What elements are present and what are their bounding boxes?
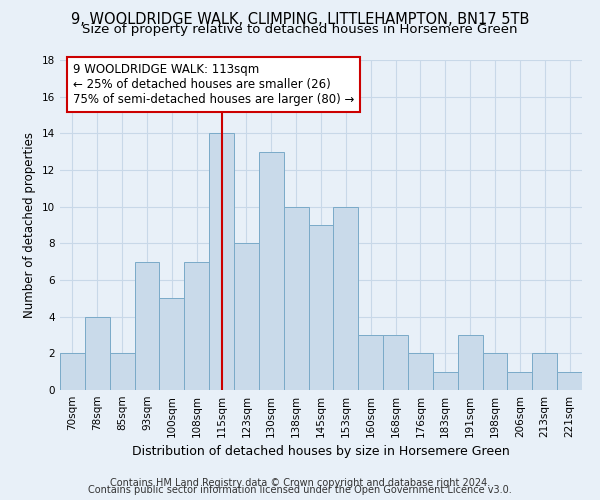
Bar [334, 206, 358, 390]
X-axis label: Distribution of detached houses by size in Horsemere Green: Distribution of detached houses by size … [132, 446, 510, 458]
Bar [85, 316, 110, 390]
Bar [458, 335, 482, 390]
Bar [557, 372, 582, 390]
Bar [160, 298, 184, 390]
Text: Contains HM Land Registry data © Crown copyright and database right 2024.: Contains HM Land Registry data © Crown c… [110, 478, 490, 488]
Bar [532, 354, 557, 390]
Bar [383, 335, 408, 390]
Bar [209, 134, 234, 390]
Text: 9 WOOLDRIDGE WALK: 113sqm
← 25% of detached houses are smaller (26)
75% of semi-: 9 WOOLDRIDGE WALK: 113sqm ← 25% of detac… [73, 62, 354, 106]
Text: Size of property relative to detached houses in Horsemere Green: Size of property relative to detached ho… [82, 22, 518, 36]
Bar [184, 262, 209, 390]
Bar [308, 225, 334, 390]
Bar [284, 206, 308, 390]
Bar [234, 244, 259, 390]
Bar [433, 372, 458, 390]
Bar [110, 354, 134, 390]
Bar [408, 354, 433, 390]
Bar [508, 372, 532, 390]
Bar [134, 262, 160, 390]
Bar [358, 335, 383, 390]
Y-axis label: Number of detached properties: Number of detached properties [23, 132, 37, 318]
Text: 9, WOOLDRIDGE WALK, CLIMPING, LITTLEHAMPTON, BN17 5TB: 9, WOOLDRIDGE WALK, CLIMPING, LITTLEHAMP… [71, 12, 529, 28]
Bar [259, 152, 284, 390]
Text: Contains public sector information licensed under the Open Government Licence v3: Contains public sector information licen… [88, 485, 512, 495]
Bar [60, 354, 85, 390]
Bar [482, 354, 508, 390]
